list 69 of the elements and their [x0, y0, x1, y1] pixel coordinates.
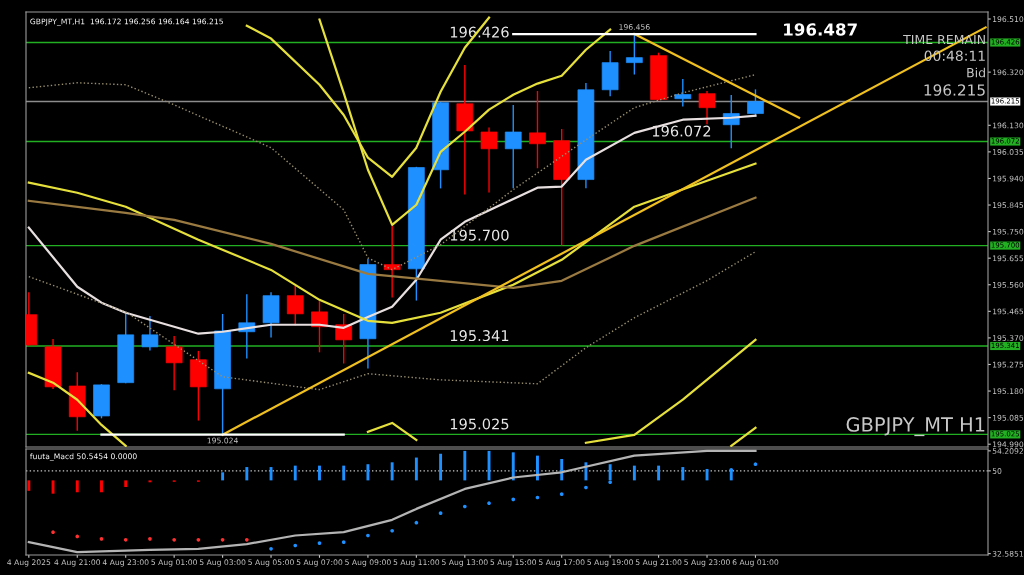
- point: [511, 497, 516, 502]
- bar: [366, 464, 370, 481]
- candlestick: [383, 225, 401, 298]
- point: [317, 541, 322, 545]
- bar: [100, 480, 103, 493]
- candlestick: [165, 336, 183, 391]
- point: [438, 511, 443, 516]
- point: [559, 492, 564, 496]
- candlestick: [141, 315, 159, 351]
- point: [366, 533, 370, 538]
- candlestick: [480, 127, 498, 193]
- point: [75, 534, 80, 539]
- bar: [414, 457, 418, 481]
- line-series: [28, 73, 757, 271]
- point: [244, 537, 249, 542]
- point: [148, 537, 152, 541]
- candlestick: [286, 286, 304, 326]
- bar: [245, 467, 249, 481]
- text: 195.025: [450, 418, 509, 430]
- bar: [342, 465, 346, 481]
- bar: [318, 465, 321, 481]
- bar: [632, 465, 636, 481]
- candlestick: [698, 91, 716, 125]
- candlestick: [626, 33, 643, 75]
- point: [51, 530, 55, 535]
- bar: [27, 480, 31, 491]
- bar: [51, 480, 55, 494]
- text: 196.072: [652, 125, 711, 137]
- point: [487, 501, 491, 506]
- bar: [536, 455, 539, 481]
- annotation: Bid: [967, 67, 985, 78]
- line-series: [27, 371, 127, 447]
- annotation: 196.487: [784, 23, 857, 36]
- point: [753, 462, 758, 467]
- bar: [657, 465, 661, 481]
- bar: [439, 453, 443, 481]
- annotation: GBPJPY_MT H1: [846, 417, 985, 437]
- point: [729, 468, 734, 472]
- point: [390, 528, 394, 533]
- candlestick: [747, 89, 764, 117]
- bar: [463, 450, 467, 481]
- line-series: [27, 196, 757, 289]
- line-series: [584, 338, 757, 444]
- bar: [75, 480, 79, 493]
- candlestick: [504, 105, 522, 189]
- point: [462, 504, 467, 509]
- point: [196, 537, 201, 542]
- text: 195.700: [450, 229, 509, 241]
- point: [172, 537, 176, 542]
- point: [269, 546, 273, 551]
- point: [584, 485, 588, 490]
- bar: [390, 462, 394, 481]
- text: 196.215: [924, 84, 985, 96]
- bar: [681, 467, 685, 481]
- point: [220, 537, 225, 542]
- line-series: [28, 251, 757, 391]
- candlestick: [529, 91, 546, 169]
- line-series: [27, 162, 757, 324]
- point: [341, 540, 346, 544]
- bar: [124, 480, 128, 488]
- candlestick: [674, 79, 692, 107]
- point: [123, 537, 128, 542]
- point: [608, 480, 612, 485]
- text: 195.341: [450, 330, 509, 342]
- bar: [293, 465, 297, 481]
- point: [99, 537, 104, 541]
- point: [293, 543, 298, 548]
- line-series: [27, 449, 757, 554]
- bar: [221, 472, 225, 481]
